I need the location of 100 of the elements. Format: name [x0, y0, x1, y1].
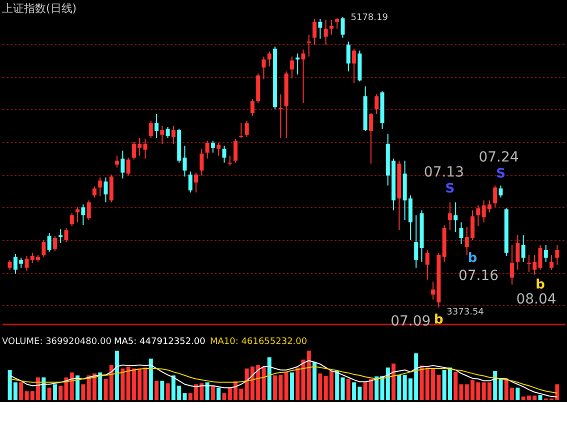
annotation: 3373.54	[446, 307, 484, 318]
candlestick	[414, 214, 418, 268]
bar	[516, 388, 520, 400]
bar	[296, 368, 300, 400]
candlestick	[425, 249, 430, 280]
candlestick	[148, 120, 153, 138]
candlestick	[454, 202, 458, 233]
bar	[42, 377, 46, 400]
bar	[374, 376, 379, 400]
bar	[81, 384, 86, 400]
candlestick	[188, 171, 192, 193]
bar	[267, 357, 272, 400]
annotation: 5178.19	[350, 12, 388, 23]
candlestick	[262, 56, 266, 80]
candlestick	[346, 41, 350, 72]
bar	[52, 384, 57, 400]
candlestick	[143, 138, 148, 160]
candlestick	[52, 236, 57, 252]
candlestick	[296, 53, 300, 75]
candlestick	[544, 244, 548, 262]
bar	[284, 372, 288, 400]
bar	[346, 378, 350, 400]
candlestick	[550, 254, 554, 270]
bar	[335, 370, 340, 400]
candlestick	[216, 142, 221, 156]
candlestick	[182, 145, 187, 178]
candlestick	[448, 202, 452, 231]
bar	[148, 358, 153, 400]
candlestick	[210, 140, 215, 154]
text: MA5: 447912352.00	[114, 337, 206, 347]
bar	[290, 372, 294, 400]
candlestick	[368, 112, 373, 164]
candlestick	[352, 48, 356, 84]
annotation: 08.04	[516, 292, 556, 308]
candlestick	[98, 176, 102, 197]
annotation: b	[536, 278, 545, 293]
candlestick	[194, 172, 198, 193]
annotation: 07.16	[458, 268, 499, 284]
candlestick	[278, 94, 283, 138]
candlestick	[126, 157, 130, 176]
candlestick	[64, 228, 68, 243]
bar	[19, 382, 24, 400]
candlestick	[228, 155, 232, 166]
candlestick	[166, 126, 170, 138]
bar	[166, 383, 170, 400]
candlestick	[459, 222, 464, 244]
annotation: b	[434, 312, 444, 328]
candlestick	[200, 148, 204, 176]
bar	[160, 380, 164, 400]
candlestick	[154, 114, 159, 138]
candlestick	[555, 244, 560, 266]
candlestick	[104, 176, 108, 203]
bar	[143, 368, 148, 400]
text: MA10: 461655232.00	[210, 337, 308, 347]
candlestick	[86, 200, 91, 221]
candlestick	[498, 185, 503, 198]
bar	[493, 370, 498, 400]
bar	[115, 350, 120, 400]
candlestick	[301, 49, 306, 104]
bar	[216, 388, 221, 400]
candlestick	[76, 206, 80, 223]
candlestick	[171, 125, 176, 144]
candlestick	[58, 228, 63, 244]
annotation: b	[468, 250, 478, 266]
candlestick	[250, 98, 254, 116]
candlestick	[222, 145, 226, 164]
candlestick	[374, 94, 379, 115]
candlestick	[8, 259, 12, 270]
candlestick	[312, 18, 317, 46]
candlestick	[318, 18, 322, 40]
bar	[454, 372, 458, 400]
candlestick	[81, 204, 86, 226]
bar	[154, 380, 159, 400]
text: VOLUME: 369920480.00	[2, 337, 112, 347]
bar	[98, 372, 102, 400]
candlestick	[516, 234, 520, 270]
candlestick	[340, 16, 345, 38]
candlestick	[239, 122, 244, 138]
bar	[392, 364, 396, 400]
candlestick	[47, 232, 52, 252]
candlestick	[290, 56, 294, 79]
candlestick	[234, 138, 238, 164]
candlestick	[493, 185, 498, 208]
candlestick	[335, 17, 340, 30]
annotation: 07.13	[424, 164, 464, 180]
bar	[312, 362, 317, 400]
candlestick	[92, 186, 96, 198]
candlestick	[160, 125, 164, 144]
candlestick	[205, 140, 210, 160]
bar	[210, 386, 215, 400]
candlestick	[476, 204, 480, 227]
candlestick	[109, 174, 114, 203]
bar	[318, 373, 322, 400]
candlestick	[115, 155, 120, 168]
candlestick	[510, 244, 514, 286]
bar	[340, 377, 345, 400]
bar	[205, 382, 210, 400]
bar	[397, 374, 402, 400]
bar	[538, 395, 542, 400]
bar	[58, 386, 63, 400]
